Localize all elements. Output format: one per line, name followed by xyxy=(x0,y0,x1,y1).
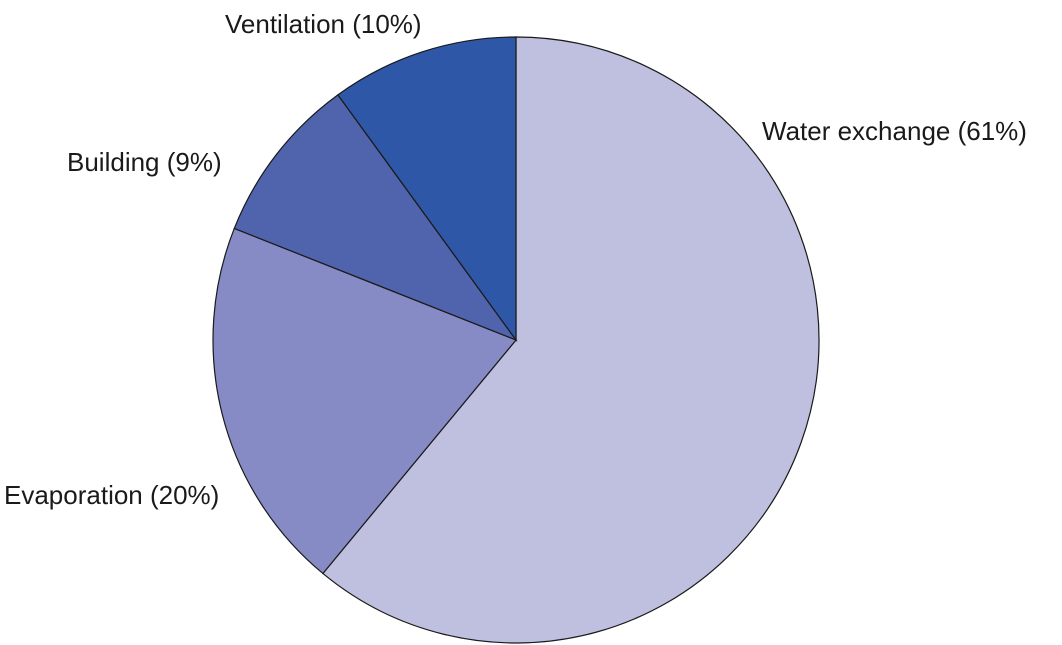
pie-slice-water-exchange xyxy=(322,36,820,644)
pie-slice-ventilation xyxy=(337,36,517,342)
pie-slice-evaporation xyxy=(212,227,517,575)
slice-label-evaporation: Evaporation (20%) xyxy=(4,480,219,510)
pie-slice-building xyxy=(233,94,518,342)
slice-label-building: Building (9%) xyxy=(67,147,222,177)
pie-labels: Water exchange (61%) Evaporation (20%) B… xyxy=(4,9,1027,510)
slice-label-ventilation: Ventilation (10%) xyxy=(225,9,422,39)
slice-label-water-exchange: Water exchange (61%) xyxy=(762,116,1027,146)
pie-slices xyxy=(212,36,820,644)
